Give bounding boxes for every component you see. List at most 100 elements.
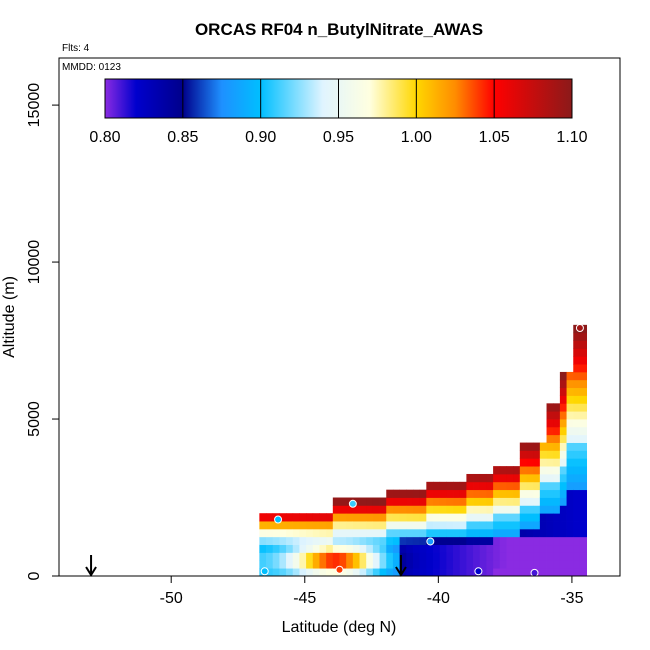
heatmap-cell <box>479 552 487 561</box>
heatmap-cell <box>486 513 494 522</box>
heatmap-cell <box>379 513 387 522</box>
heatmap-cell <box>566 552 574 561</box>
heatmap-cell <box>433 536 441 546</box>
heatmap-cell <box>306 528 314 538</box>
heatmap-cell <box>573 379 581 389</box>
heatmap-cell <box>446 544 454 553</box>
heatmap-cell <box>466 473 474 483</box>
heatmap-cell <box>506 513 514 522</box>
heatmap-cell <box>446 489 454 498</box>
heatmap-cell <box>553 544 561 553</box>
heatmap-cell <box>286 513 294 522</box>
heatmap-cell <box>546 521 554 530</box>
heatmap-cell <box>519 458 527 467</box>
heatmap-cell <box>533 552 541 561</box>
heatmap-cell <box>526 568 534 577</box>
heatmap-cell <box>539 513 547 522</box>
heatmap-cell <box>579 356 588 365</box>
heatmap-cell <box>379 505 387 514</box>
heatmap-cell <box>579 379 588 389</box>
heatmap-cell <box>539 544 547 553</box>
heatmap-cell <box>272 568 280 577</box>
heatmap-cell <box>493 505 501 514</box>
heatmap-cell <box>579 340 588 349</box>
heatmap-cell <box>573 371 581 381</box>
heatmap-cell <box>419 568 427 577</box>
heatmap-cell <box>326 560 334 569</box>
heatmap-cell <box>299 544 307 553</box>
heatmap-cell <box>573 364 581 373</box>
heatmap-cell <box>573 466 581 475</box>
heatmap-cell <box>579 473 588 483</box>
heatmap-cell <box>526 528 534 538</box>
heatmap-cell <box>266 528 274 538</box>
heatmap-cell <box>579 552 588 561</box>
heatmap-cell <box>559 489 567 498</box>
heatmap-cell <box>446 568 454 577</box>
heatmap-cell <box>573 560 581 569</box>
heatmap-cell <box>546 442 554 451</box>
heatmap-cell <box>319 528 327 538</box>
heatmap-cell <box>579 411 588 420</box>
heatmap-cell <box>426 497 434 506</box>
heatmap-cell <box>332 552 340 561</box>
heatmap-cell <box>573 552 581 561</box>
heatmap-cell <box>546 489 554 498</box>
heatmap-cell <box>479 513 487 522</box>
heatmap-cell <box>513 497 521 506</box>
heatmap-cell <box>519 442 527 451</box>
sample-point <box>474 567 483 576</box>
heatmap-cell <box>479 544 487 553</box>
heatmap-cell <box>346 521 354 530</box>
heatmap-cell <box>566 403 574 412</box>
heatmap-cell <box>259 536 267 546</box>
heatmap-cell <box>399 560 407 569</box>
heatmap-cell <box>279 560 287 569</box>
heatmap-cell <box>459 568 467 577</box>
heatmap-cell <box>553 536 561 546</box>
heatmap-cell <box>579 528 588 538</box>
heatmap-cell <box>533 536 541 546</box>
heatmap-cell <box>546 513 554 522</box>
heatmap-cell <box>546 544 554 553</box>
heatmap-cell <box>392 544 401 553</box>
heatmap-cell <box>573 403 581 412</box>
y-tick-label: 5000 <box>26 401 43 437</box>
heatmap-cell <box>553 442 561 451</box>
heatmap-cell <box>479 481 487 491</box>
heatmap-cell <box>359 552 367 561</box>
heatmap-cell <box>392 560 401 569</box>
heatmap-cell <box>306 560 314 569</box>
heatmap-cell <box>299 528 307 538</box>
heatmap-cell <box>459 544 467 553</box>
heatmap-cell <box>372 521 380 530</box>
heatmap-cell <box>466 521 474 530</box>
heatmap-cell <box>379 544 387 553</box>
heatmap-cell <box>392 497 401 506</box>
heatmap-cell <box>332 568 340 577</box>
heatmap-cell <box>526 513 534 522</box>
heatmap-cell <box>406 560 414 569</box>
heatmap-cell <box>519 481 527 491</box>
heatmap-cell <box>513 505 521 514</box>
heatmap-cell <box>553 403 561 412</box>
heatmap-cell <box>466 497 474 506</box>
heatmap-cell <box>579 481 588 491</box>
heatmap-cell <box>579 387 588 396</box>
heatmap-cell <box>286 528 294 538</box>
heatmap-cell <box>493 481 501 491</box>
heatmap-cell <box>412 560 421 569</box>
heatmap-cell <box>486 473 494 483</box>
heatmap-cell <box>359 536 367 546</box>
heatmap-cell <box>272 560 280 569</box>
heatmap-cell <box>453 560 461 569</box>
heatmap-cell <box>579 513 588 522</box>
heatmap-cell <box>406 552 414 561</box>
heatmap-cell <box>533 458 541 467</box>
heatmap-cell <box>426 552 434 561</box>
heatmap-cell <box>372 505 380 514</box>
heatmap-cell <box>579 466 588 475</box>
heatmap-cell <box>499 489 507 498</box>
heatmap-cell <box>546 434 554 443</box>
heatmap-cell <box>506 552 514 561</box>
